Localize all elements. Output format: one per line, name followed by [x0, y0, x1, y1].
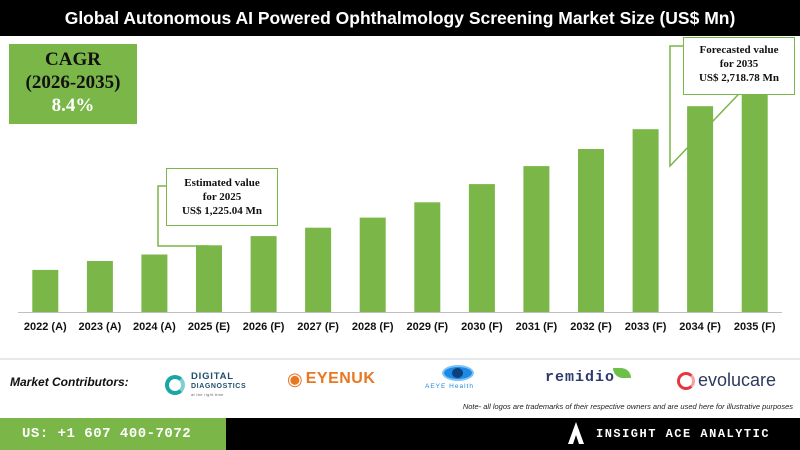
x-tick-label-3: 2025 (E) — [188, 321, 231, 333]
digital-diagnostics-icon — [165, 374, 185, 395]
logo-digital-diagnostics: DIGITAL DIAGNOSTICS at the right time — [165, 372, 246, 397]
page-title: Global Autonomous AI Powered Ophthalmolo… — [0, 0, 800, 36]
bar-9 — [523, 166, 550, 312]
bar-13 — [741, 78, 768, 312]
cagr-label: CAGR — [45, 49, 101, 70]
x-tick-label-2: 2024 (A) — [133, 321, 176, 333]
x-tick-label-4: 2026 (F) — [243, 321, 285, 333]
trademark-note: Note- all logos are trademarks of their … — [462, 402, 793, 411]
aeye-pupil — [452, 368, 463, 378]
callout-forecasted-line2: for 2035 — [719, 58, 759, 70]
x-tick-label-1: 2023 (A) — [79, 321, 122, 333]
section-divider — [0, 358, 800, 360]
cagr-box: CAGR (2026-2035) 8.4% — [9, 44, 137, 124]
aeye-wordmark: AEYE Health — [425, 383, 474, 390]
x-tick-label-6: 2028 (F) — [352, 321, 394, 333]
callout-estimated-line3: US$ 1,225.04 Mn — [181, 205, 263, 217]
footer-brand: INSIGHT ACE ANALYTIC — [226, 418, 800, 450]
contributors-label: Market Contributors: — [10, 375, 129, 389]
x-tick-label-8: 2030 (F) — [461, 321, 503, 333]
x-tick-label-10: 2032 (F) — [570, 321, 612, 333]
brand-logo-icon — [568, 422, 584, 444]
callout-estimated-line2: for 2025 — [202, 191, 242, 203]
logo-eyenuk: ◉ EYENUK — [287, 370, 375, 388]
digital-diagnostics-word1: DIGITAL — [191, 371, 234, 382]
callout-forecasted-line1: Forecasted value — [699, 44, 779, 56]
x-tick-label-11: 2033 (F) — [625, 321, 667, 333]
bar-chart: 2022 (A) 2023 (A) 2024 (A) 2025 (E) 2026 (F)… — [0, 36, 800, 346]
evolucare-wordmark: evolucare — [698, 370, 777, 390]
bar-12 — [687, 106, 714, 312]
bar-10 — [578, 149, 604, 312]
bar-2 — [141, 254, 168, 312]
cagr-period: (2026-2035) — [25, 72, 121, 93]
logo-aeye-health: AEYE Health — [425, 365, 505, 391]
callout-2035-connector — [669, 45, 743, 168]
bar-6 — [359, 217, 386, 312]
x-tick-label-7: 2029 (F) — [407, 321, 449, 333]
bar-8 — [468, 184, 495, 312]
bar-1 — [86, 261, 113, 312]
callout-2025-connector — [157, 185, 209, 247]
digital-diagnostics-word2: DIAGNOSTICS — [191, 383, 247, 390]
callout-estimated-2025: Estimated value for 2025 US$ 1,225.04 Mn — [166, 168, 278, 226]
cagr-value: 8.4% — [51, 95, 95, 116]
footer-phone: US: +1 607 400-7072 — [0, 418, 226, 450]
chart-svg: 2022 (A) 2023 (A) 2024 (A) 2025 (E) 2026 (F)… — [18, 45, 782, 333]
eyenuk-wordmark: EYENUK — [305, 370, 376, 387]
bar-3 — [196, 245, 222, 312]
remidio-wordmark: remidio — [545, 369, 616, 386]
x-tick-label-9: 2031 (F) — [516, 321, 558, 333]
x-tick-label-0: 2022 (A) — [24, 321, 67, 333]
bar-11 — [632, 129, 659, 312]
callout-forecasted-line3: US$ 2,718.78 Mn — [698, 72, 780, 84]
callout-forecasted-2035: Forecasted value for 2035 US$ 2,718.78 M… — [683, 37, 795, 95]
x-tick-label-13: 2035 (F) — [734, 321, 776, 333]
logo-evolucare: evolucare — [677, 370, 776, 391]
digital-diagnostics-tagline: at the right time — [191, 392, 224, 397]
callout-estimated-line1: Estimated value — [184, 177, 260, 189]
logo-remidio: remidio — [545, 367, 632, 386]
bar-4 — [250, 236, 277, 312]
bar-0 — [32, 269, 59, 312]
bar-7 — [414, 202, 441, 312]
eye-icon: ◉ — [287, 369, 303, 389]
x-tick-label-12: 2034 (F) — [679, 321, 721, 333]
leaf-icon — [613, 367, 632, 378]
evolucare-icon — [677, 371, 695, 390]
x-tick-label-5: 2027 (F) — [297, 321, 339, 333]
bar-5 — [305, 227, 332, 312]
